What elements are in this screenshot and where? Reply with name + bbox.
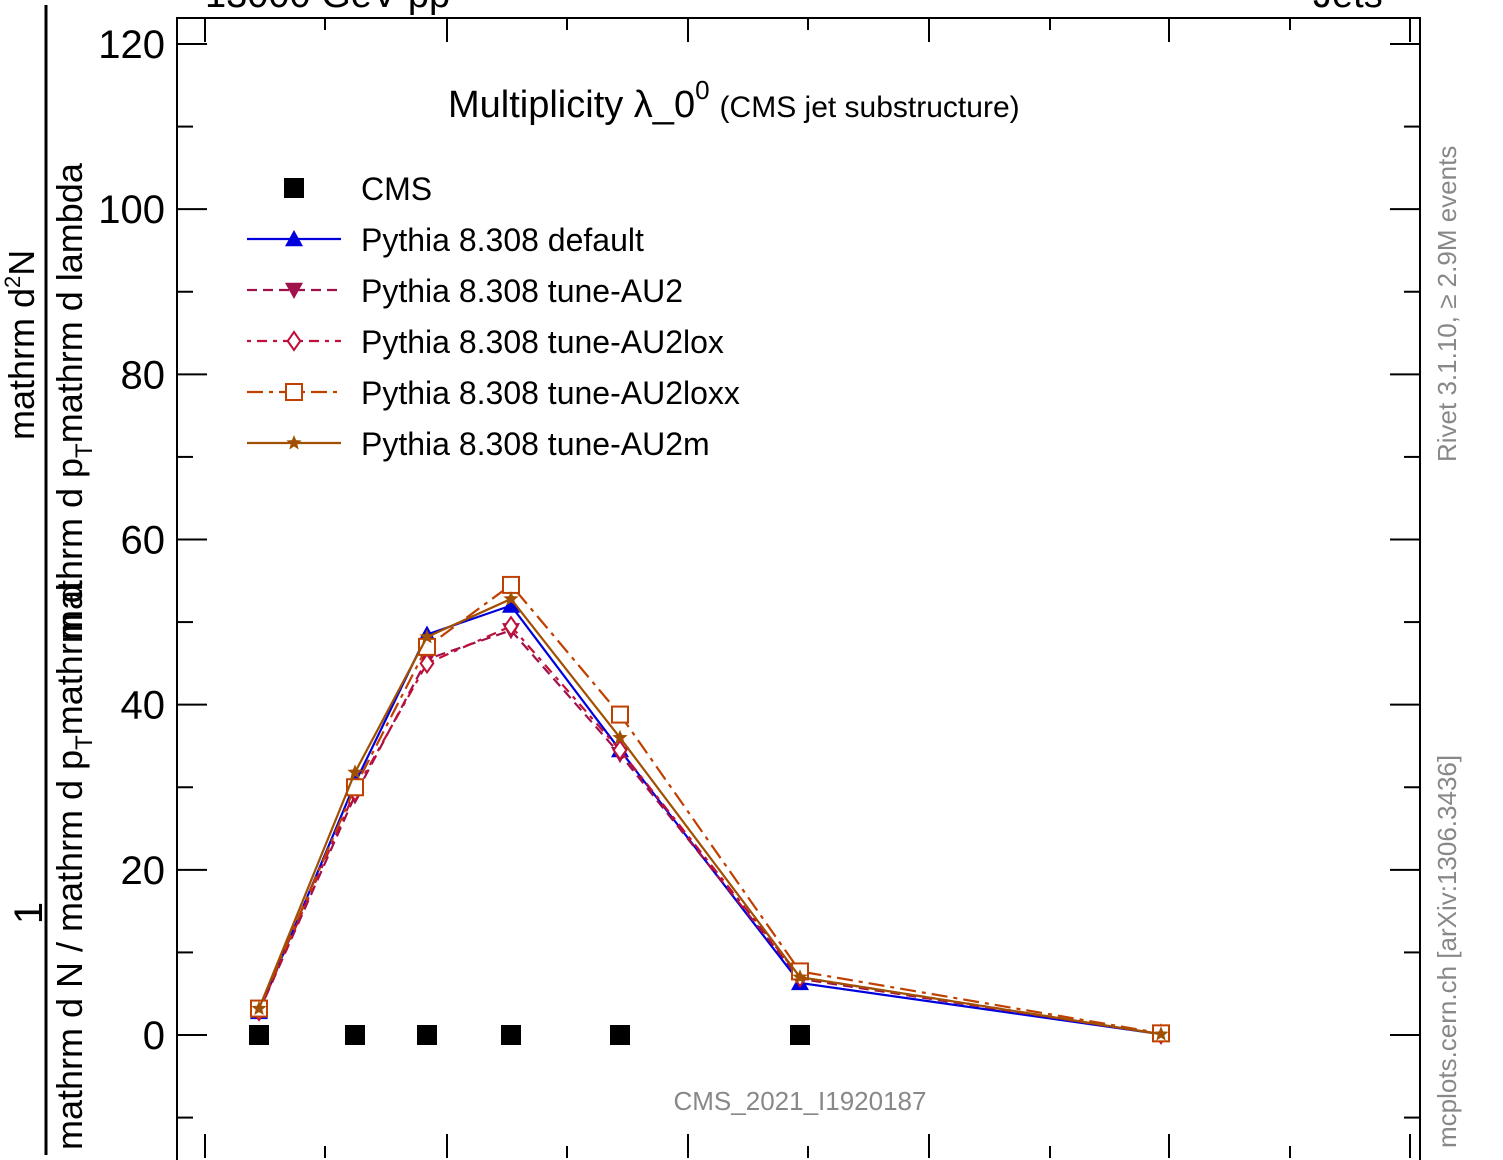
data-point-cms xyxy=(417,1025,437,1045)
legend-marker xyxy=(286,435,302,450)
legend-entry-default: Pythia 8.308 default xyxy=(247,222,644,258)
mcplots-source-label: mcplots.cern.ch [arXiv:1306.3436] xyxy=(1432,754,1462,1148)
data-point-default xyxy=(502,596,520,613)
legend-marker xyxy=(285,230,303,247)
legend-label: Pythia 8.308 default xyxy=(361,222,644,258)
series-line-au2lox xyxy=(257,624,1162,1036)
series-au2lox xyxy=(251,615,1169,1045)
data-point-cms xyxy=(610,1025,630,1045)
series-default xyxy=(250,596,1170,1042)
data-point-au2m xyxy=(792,969,808,984)
y-tick-label: 20 xyxy=(121,849,166,893)
y-axis-label-numerator: 1 xyxy=(7,902,51,924)
data-point-au2lox xyxy=(612,739,628,761)
legend-entry-au2: Pythia 8.308 tune-AU2 xyxy=(247,273,683,309)
analysis-watermark: CMS_2021_I1920187 xyxy=(674,1086,927,1116)
data-point-au2lox xyxy=(419,652,435,675)
data-point-au2m xyxy=(612,729,628,745)
data-point-au2m xyxy=(419,628,435,644)
plot-frame xyxy=(176,17,1421,1160)
series-line-au2loxx xyxy=(257,583,1162,1035)
series-line-au2m xyxy=(257,597,1162,1036)
legend-label: Pythia 8.308 tune-AU2m xyxy=(361,426,710,462)
chart-title: Multiplicity λ_00(CMS jet substructure) xyxy=(448,75,1020,126)
process-label: Jets xyxy=(1313,0,1383,17)
y-tick-label: 100 xyxy=(98,188,165,232)
y-tick-label: 120 xyxy=(98,23,165,67)
series-line-au2 xyxy=(257,629,1162,1036)
legend-entry-cms: CMS xyxy=(284,171,432,207)
series-au2m xyxy=(251,590,1169,1041)
legend: CMS Pythia 8.308 default Pythia 8.308 tune… xyxy=(247,171,740,462)
legend-entry-au2lox: Pythia 8.308 tune-AU2lox xyxy=(247,324,724,360)
series-au2loxx xyxy=(250,575,1170,1043)
y-axis-label-denominator: mathrm d N / mathrm d pTmathrm d xyxy=(49,583,98,1150)
data-point-au2m xyxy=(1153,1026,1169,1041)
y-axis-label-middle: mathrm d pTmathrm d lambda xyxy=(49,162,98,640)
y-tick-label: 80 xyxy=(121,353,166,397)
data-point-au2m xyxy=(347,764,363,779)
series-group xyxy=(249,575,1170,1045)
rivet-version-label: Rivet 3.1.10, ≥ 2.9M events xyxy=(1432,145,1462,462)
data-point-cms xyxy=(501,1025,521,1045)
legend-marker xyxy=(285,383,303,401)
legend-marker xyxy=(285,282,303,299)
plot-border xyxy=(176,17,1421,1160)
series-au2 xyxy=(250,623,1170,1044)
legend-label: CMS xyxy=(361,171,432,207)
data-point-cms xyxy=(790,1025,810,1045)
y-tick-label: 40 xyxy=(121,684,166,728)
series-line-default xyxy=(257,604,1162,1036)
legend-entry-au2loxx: Pythia 8.308 tune-AU2loxx xyxy=(247,375,740,411)
y-tick-label: 0 xyxy=(143,1014,165,1058)
series-cms xyxy=(249,1025,810,1045)
data-point-au2m xyxy=(251,1000,267,1016)
y-tick-label: 60 xyxy=(121,519,166,563)
y-axis-label-top: mathrm d2N xyxy=(0,250,42,440)
legend-label: Pythia 8.308 tune-AU2loxx xyxy=(361,375,740,411)
legend-label: Pythia 8.308 tune-AU2 xyxy=(361,273,683,309)
legend-marker xyxy=(284,178,304,198)
data-point-cms xyxy=(249,1025,269,1045)
data-point-au2m xyxy=(503,590,519,606)
axis-ticks xyxy=(177,18,1420,1158)
collision-label: 13000 GeV pp xyxy=(205,0,450,17)
y-tick-labels: 0 20 40 60 80 100 120 xyxy=(98,23,165,1058)
legend-entry-au2m: Pythia 8.308 tune-AU2m xyxy=(247,426,710,462)
legend-marker xyxy=(286,330,302,352)
legend-label: Pythia 8.308 tune-AU2lox xyxy=(361,324,724,360)
data-point-cms xyxy=(345,1025,365,1045)
data-point-au2lox xyxy=(503,615,519,637)
data-point-au2loxx xyxy=(502,575,520,594)
y-axis-label: 1 mathrm d N / mathrm d pTmathrm d mathr… xyxy=(0,5,98,1155)
data-point-au2loxx xyxy=(611,705,629,724)
